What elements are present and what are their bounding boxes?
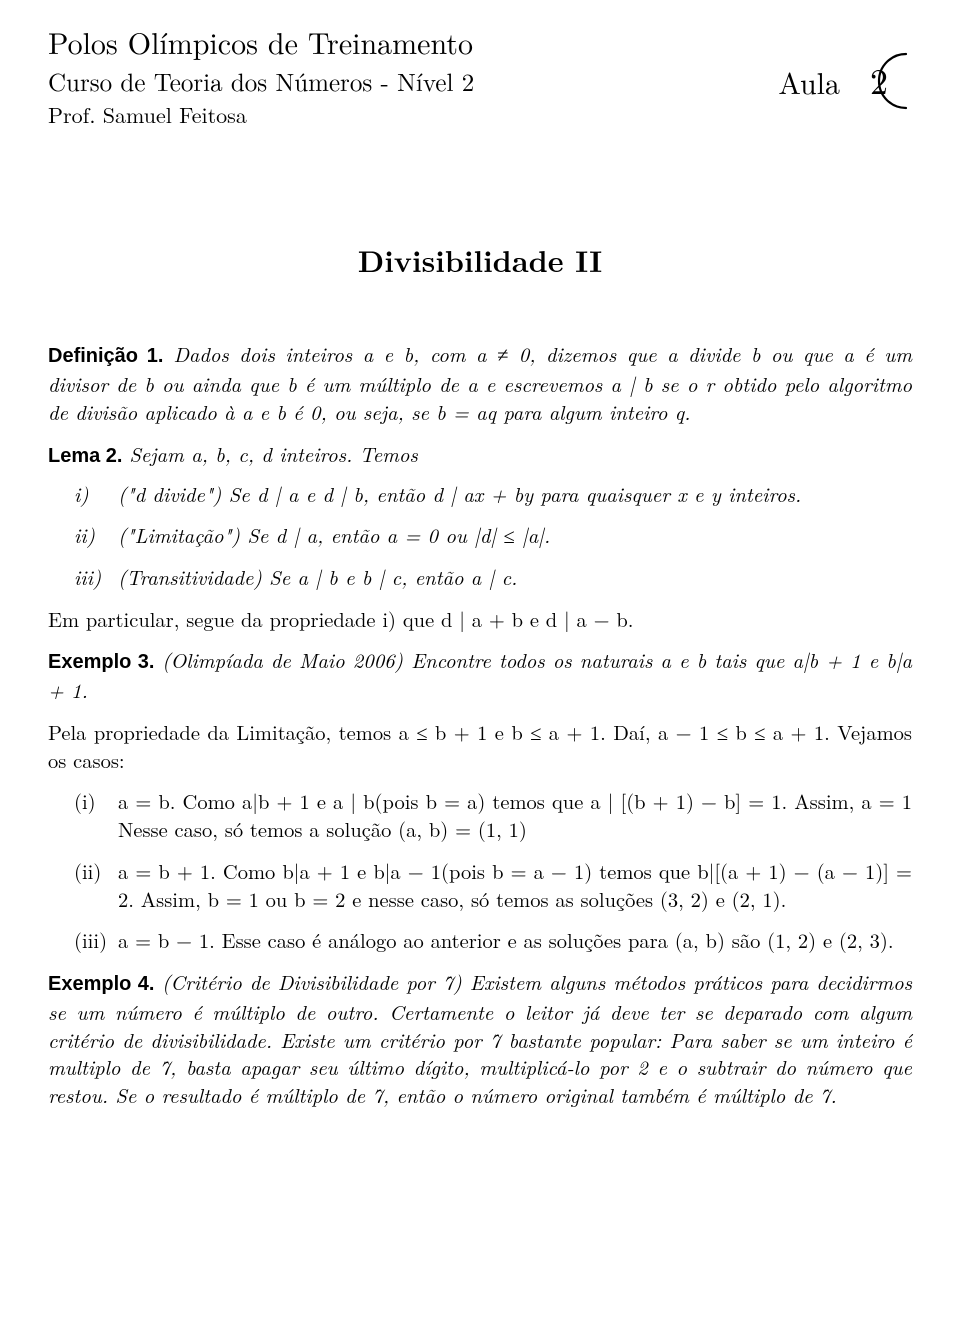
page-title: Divisibilidade II [48,240,912,281]
document-header: Polos Olímpicos de Treinamento Curso de … [48,22,912,130]
item-label: (iii) [74,926,118,954]
example-4: Exemplo 4. (Critério de Divisibilidade p… [48,968,912,1109]
header-subtitle: Curso de Teoria dos Números - Nível 2 [48,65,474,99]
lemma-2-list: i) ("d divide") Se d | a e d | b, então … [48,480,912,591]
example-3-head: Exemplo 3. (Olimpíada de Maio 2006) Enco… [48,646,912,704]
list-item: ii) ("Limitação") Se d | a, então a = 0 … [74,521,912,549]
list-item: iii) (Transitividade) Se a | b e b | c, … [74,563,912,591]
example-3-list: (i) a = b. Como a|b + 1 e a | b(pois b =… [48,787,912,953]
example-4-text: (Critério de Divisibilidade por 7) Exist… [48,967,912,1109]
example-3-pre: Pela propriedade da Limitação, temos a ≤… [48,718,912,773]
example-4-label: Exemplo 4. [48,973,154,995]
item-body: (Transitividade) Se a | b e b | c, então… [118,563,912,591]
item-label: i) [74,480,118,508]
item-label: (i) [74,787,118,842]
item-body: ("Limitação") Se d | a, então a = 0 ou |… [118,521,912,549]
list-item: (iii) a = b − 1. Esse caso é análogo ao … [74,926,912,954]
example-3-statement: (Olimpíada de Maio 2006) Encontre todos … [48,645,912,704]
item-label: iii) [74,563,118,591]
aula-number-circle: 2 [846,52,912,112]
lemma-2-intro: Sejam a, b, c, d inteiros. Temos [129,439,417,468]
lemma-2-head: Lema 2. Sejam a, b, c, d inteiros. Temos [48,440,912,470]
item-body: ("d divide") Se d | a e d | b, então d |… [118,480,912,508]
header-left: Polos Olímpicos de Treinamento Curso de … [48,22,474,130]
lemma-2-tail: Em particular, segue da propriedade i) q… [48,605,912,633]
list-item: (i) a = b. Como a|b + 1 e a | b(pois b =… [74,787,912,842]
definition-1-label: Definição 1. [48,345,163,367]
list-item: i) ("d divide") Se d | a e d | b, então … [74,480,912,508]
example-3-label: Exemplo 3. [48,651,154,673]
item-body: a = b + 1. Como b|a + 1 e b|a − 1(pois b… [118,857,912,912]
header-professor: Prof. Samuel Feitosa [48,100,474,130]
aula-label: Aula [778,62,840,103]
definition-1-text: Dados dois inteiros a e b, com a ≠ 0, di… [48,339,912,426]
definition-1: Definição 1. Dados dois inteiros a e b, … [48,340,912,425]
list-item: (ii) a = b + 1. Como b|a + 1 e b|a − 1(p… [74,857,912,912]
item-label: ii) [74,521,118,549]
item-label: (ii) [74,857,118,912]
header-right: Aula 2 [778,52,912,112]
lemma-2-label: Lema 2. [48,445,122,467]
header-title: Polos Olímpicos de Treinamento [48,22,474,63]
aula-number: 2 [870,56,888,105]
item-body: a = b. Como a|b + 1 e a | b(pois b = a) … [118,787,912,842]
item-body: a = b − 1. Esse caso é análogo ao anteri… [118,926,912,954]
